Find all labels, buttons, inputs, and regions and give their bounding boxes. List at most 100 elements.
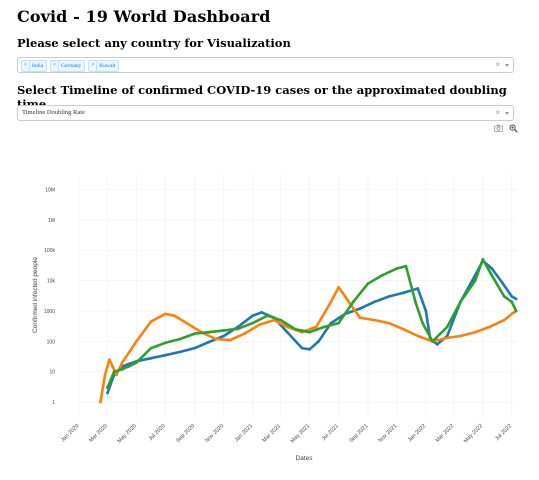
y-tick-label: 10 — [49, 370, 55, 376]
data-point — [300, 346, 304, 350]
remove-chip-icon[interactable]: × — [51, 61, 59, 71]
data-point — [500, 280, 504, 284]
data-point — [127, 365, 131, 368]
data-point — [510, 295, 514, 298]
chevron-down-icon[interactable] — [505, 112, 509, 115]
data-point — [502, 295, 506, 298]
data-point — [285, 325, 289, 329]
x-tick-label: Mar 2022 — [435, 423, 456, 444]
data-point — [502, 318, 506, 322]
data-point — [414, 300, 417, 304]
data-point — [358, 307, 362, 310]
data-point — [251, 314, 255, 318]
data-point — [120, 361, 124, 364]
series-germany — [99, 286, 518, 404]
data-point — [431, 340, 434, 343]
data-point — [337, 286, 340, 289]
x-tick-label: Nov 2020 — [204, 423, 225, 444]
data-point — [421, 321, 424, 325]
y-axis-ticks: 1 10 100 1000 10k 100k 1M 10M — [44, 187, 56, 406]
country-chip[interactable]: × Germany — [50, 60, 86, 72]
data-point — [178, 337, 182, 341]
data-point — [103, 373, 107, 377]
chevron-down-icon[interactable] — [505, 64, 509, 67]
series-line — [99, 286, 518, 404]
data-point — [214, 337, 218, 341]
data-point — [431, 340, 434, 343]
selected-countries: × India × Germany × Kuwait — [21, 60, 120, 72]
data-point — [99, 400, 102, 404]
data-point — [149, 346, 153, 350]
data-point — [222, 334, 226, 338]
data-point — [510, 312, 514, 316]
remove-chip-icon[interactable]: × — [22, 61, 30, 71]
x-tick-label: Jul 2022 — [494, 423, 513, 442]
data-point — [343, 295, 347, 298]
data-point — [337, 321, 340, 325]
data-point — [373, 300, 376, 304]
data-point — [115, 373, 118, 377]
data-point — [488, 325, 491, 329]
x-tick-label: Nov 2021 — [377, 423, 398, 444]
data-point — [351, 300, 355, 304]
data-point — [473, 273, 477, 277]
data-point — [416, 334, 420, 338]
data-point — [120, 367, 124, 371]
data-point — [164, 312, 167, 316]
data-point — [308, 347, 311, 351]
data-point — [251, 321, 255, 325]
data-point — [387, 321, 391, 325]
remove-chip-icon[interactable]: × — [89, 61, 98, 71]
data-point — [428, 337, 432, 341]
data-point — [358, 316, 362, 320]
country-chip-label: Kuwait — [99, 63, 116, 69]
data-point — [164, 341, 167, 345]
data-point — [257, 323, 261, 327]
country-chip[interactable]: × India — [21, 60, 48, 72]
data-point — [164, 353, 167, 357]
data-point — [343, 312, 347, 316]
x-axis-label: Dates — [296, 455, 314, 462]
data-point — [178, 350, 182, 354]
data-point — [424, 309, 428, 313]
data-point — [329, 321, 333, 325]
x-tick-label: Mar 2021 — [261, 423, 282, 444]
timeline-select[interactable]: Timeline Doubling Rate × — [17, 105, 514, 121]
x-tick-label: Sep 2020 — [175, 423, 196, 444]
data-point — [207, 330, 211, 334]
x-tick-label: Mar 2020 — [88, 423, 109, 444]
y-axis-label: Confirmed infected people — [32, 257, 39, 333]
chart-series — [99, 258, 518, 404]
y-tick-label: 1 — [52, 400, 55, 406]
x-axis-ticks: Jan 2020 Mar 2020 May 2020 Jul 2020 Sep 2020… — [60, 423, 513, 444]
camera-icon[interactable] — [494, 124, 503, 134]
country-multiselect[interactable]: × India × Germany × Kuwait × — [17, 57, 514, 73]
series-line — [106, 258, 518, 389]
country-chip[interactable]: × Kuwait — [88, 60, 120, 72]
data-point — [173, 314, 176, 318]
clear-countries-icon[interactable]: × — [495, 60, 500, 69]
y-tick-label: 100k — [44, 248, 55, 254]
y-tick-label: 10k — [47, 279, 56, 285]
data-point — [120, 365, 124, 368]
x-tick-label: Jan 2020 — [60, 423, 80, 443]
clear-timeline-icon[interactable]: × — [495, 108, 500, 117]
data-point — [149, 356, 153, 360]
data-point — [459, 334, 462, 338]
data-point — [272, 318, 276, 322]
data-point — [112, 373, 116, 377]
y-tick-label: 1M — [48, 218, 55, 224]
data-point — [149, 320, 153, 323]
data-point — [106, 391, 109, 395]
data-point — [459, 300, 462, 304]
data-point — [135, 361, 138, 364]
timeline-value: Timeline Doubling Rate — [22, 109, 85, 116]
data-point — [193, 332, 197, 335]
data-point — [135, 340, 138, 343]
data-point — [193, 346, 197, 350]
data-point — [435, 342, 439, 346]
zoom-icon[interactable] — [509, 124, 518, 135]
data-point — [404, 264, 408, 268]
data-point — [300, 330, 304, 334]
